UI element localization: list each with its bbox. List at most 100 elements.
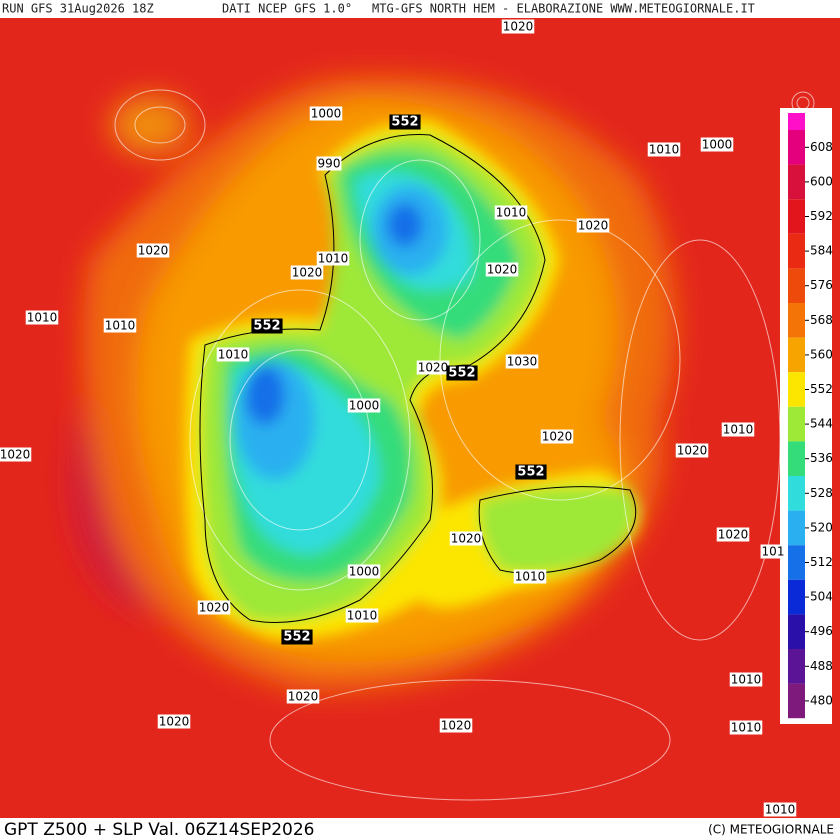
pressure-label-bg [25,310,59,325]
colorbar-label: 608 [810,140,833,154]
pressure-label: 1020 [578,219,609,233]
colorbar-label: 504 [810,590,833,604]
pressure-label-bg [485,262,519,277]
colorbar-swatch [788,510,805,546]
pressure-label-bg [763,802,797,817]
pressure-label: 1020 [718,528,749,542]
pressure-label-bg [416,360,450,375]
pressure-label-bg [316,251,350,266]
colorbar-label: 536 [810,451,833,465]
pressure-label: 1020 [292,266,323,280]
pressure-label-bg [347,564,381,579]
pressure-label: 1000 [349,565,380,579]
pressure-label-bg [0,447,32,462]
pressure-label: 1010 [765,803,796,817]
pressure-label-bg [540,429,574,444]
run-info: RUN GFS 31Aug2026 18Z [2,2,154,16]
credit: (C) METEOGIORNALE [708,823,834,837]
data-source: DATI NCEP GFS 1.0° [222,2,352,16]
colorbar-swatch [788,199,805,234]
pressure-label: 1010 [318,252,349,266]
map-field [0,18,840,818]
pressure-label: 1020 [418,361,449,375]
pressure-label-bg [345,608,379,623]
colorbar-label: 544 [810,417,833,431]
geopotential-label: 552 [283,630,310,645]
pressure-label-bg [760,544,786,559]
colorbar-swatch [788,649,805,684]
pressure-label: 1010 [218,348,249,362]
pressure-label-bg [501,19,535,34]
colorbar-label: 520 [810,520,833,534]
pressure-label: 1010 [723,423,754,437]
colorbar-swatch [788,268,805,303]
colorbar-label: 576 [810,278,833,292]
pressure-label-bg [290,265,324,280]
colorbar-swatch [788,545,805,580]
pressure-label-bg [716,527,750,542]
colorbar-swatch [788,130,805,165]
pressure-label-bg [729,720,763,735]
pressure-label: 1020 [677,444,708,458]
pressure-label: 1010 [27,311,58,325]
pressure-label: 1010 [496,206,527,220]
pressure-label-bg [136,243,170,258]
pressure-label-bg [347,398,381,413]
pressure-label: 1020 [199,601,230,615]
pressure-label-bg [576,218,610,233]
pressure-label-bg [439,718,473,733]
colorbar-label: 568 [810,313,833,327]
pressure-label: 1020 [503,20,534,34]
colorbar-label: 528 [810,486,833,500]
pressure-label: 1010 [105,319,136,333]
pressure-label: 1000 [311,107,342,121]
pressure-label-bg [103,318,137,333]
colorbar-label: 560 [810,347,833,361]
colorbar-label: 512 [810,555,833,569]
pressure-label: 1000 [702,138,733,152]
pressure-label-bg [309,106,343,121]
colorbar-swatch [788,476,805,511]
colorbar-swatch [788,406,805,442]
pressure-label-bg [721,422,755,437]
colorbar-label: 592 [810,209,833,223]
geopotential-label: 552 [253,319,280,334]
colorbar-swatch [788,233,805,269]
pressure-label: 1020 [138,244,169,258]
pressure-label: 990 [318,157,341,171]
colorbar-label: 488 [810,659,833,673]
pressure-label-bg [513,569,547,584]
colorbar-label: 584 [810,244,833,258]
pressure-label-bg [505,354,539,369]
pressure-label-bg [675,443,709,458]
geopotential-label-bg [251,318,283,334]
colorbar-label: 552 [810,382,833,396]
colorbar-label: 496 [810,624,833,638]
geopotential-label-bg [515,464,547,480]
pressure-label-bg [647,142,681,157]
colorbar-top [788,113,805,130]
geopotential-label-bg [389,114,421,130]
colorbar-label: 600 [810,174,833,188]
geopotential-label-bg [446,365,478,381]
pressure-label-bg [197,600,231,615]
pressure-label: 1020 [159,715,190,729]
pressure-label: 1030 [507,355,538,369]
colorbar-swatch [788,303,805,338]
pressure-label: 1020 [451,532,482,546]
geopotential-label-bg [281,629,313,645]
pressure-label: 1010 [515,570,546,584]
pressure-label-bg [286,689,320,704]
pressure-label-bg [494,205,528,220]
pressure-label: 1010 [649,143,680,157]
pressure-label: 1010 [347,609,378,623]
pressure-label-bg [449,531,483,546]
pressure-label: 1020 [487,263,518,277]
pressure-label-bg [316,156,342,171]
pressure-label: 1010 [731,721,762,735]
pressure-label: 1020 [441,719,472,733]
colorbar-swatch [788,337,805,373]
product-info: MTG-GFS NORTH HEM - ELABORAZIONE WWW.MET… [372,2,755,16]
pressure-label: 1020 [0,448,30,462]
pressure-label: 1020 [288,690,319,704]
